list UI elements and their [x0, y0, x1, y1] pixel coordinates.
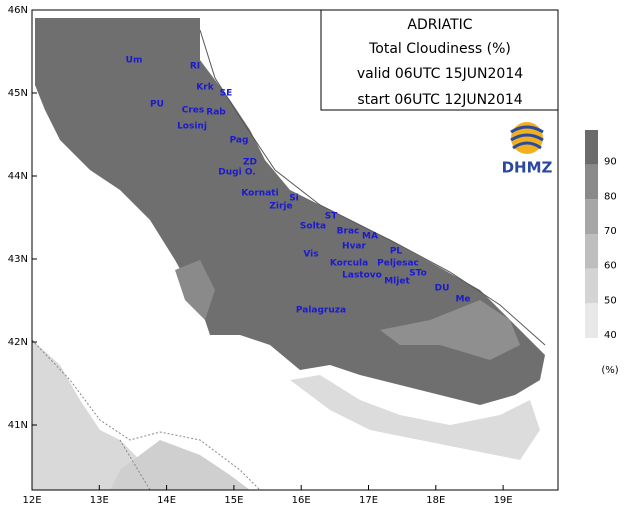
title-line: start 06UTC 12JUN2014 — [357, 92, 522, 108]
cloud-patch — [290, 375, 540, 460]
cloud-patch — [32, 340, 150, 490]
lon-label: 19E — [494, 495, 513, 506]
map-frame — [31, 9, 559, 491]
colorbar-label: 80 — [604, 191, 617, 202]
place-label: ZD — [243, 158, 257, 168]
lat-label: 44N — [8, 171, 28, 182]
logo: DHMZ — [502, 122, 553, 177]
colorbar-step — [585, 130, 598, 165]
colorbar-step — [585, 234, 598, 269]
title-line: ADRIATIC — [407, 17, 472, 33]
lon-label: 15E — [224, 495, 243, 506]
place-label: Cres — [182, 106, 205, 116]
lat-label: 41N — [8, 420, 28, 431]
lon-label: 13E — [90, 495, 109, 506]
place-label: Korcula — [330, 259, 368, 269]
place-label: Solta — [300, 222, 326, 232]
place-label: MA — [362, 232, 378, 242]
title-line: valid 06UTC 15JUN2014 — [357, 66, 523, 82]
cloud-patch — [380, 300, 520, 360]
lat-label: 43N — [8, 254, 28, 265]
lon-label: 12E — [22, 495, 41, 506]
place-label: Mljet — [384, 277, 410, 287]
lon-label: 16E — [292, 495, 311, 506]
place-label: Kornati — [241, 189, 278, 199]
colorbar-label: 70 — [604, 226, 617, 237]
cloud-patch — [175, 260, 215, 320]
place-label: PU — [150, 100, 164, 110]
place-label: DU — [435, 284, 450, 294]
lon-label: 14E — [157, 495, 176, 506]
colorbar-step — [585, 164, 598, 200]
place-label: SE — [220, 89, 233, 99]
adriatic-cloud-field — [35, 18, 545, 405]
place-label: Pag — [230, 136, 249, 146]
lon-label: 18E — [426, 495, 445, 506]
place-label: Lastovo — [342, 271, 382, 281]
place-label: PL — [390, 247, 403, 257]
colorbar-label: 60 — [604, 261, 617, 272]
place-label: Brac — [337, 227, 360, 237]
title-box — [320, 9, 559, 111]
place-label: Dugi O. — [218, 168, 255, 178]
place-label: Me — [455, 295, 470, 305]
lon-label: 17E — [359, 495, 378, 506]
colorbar-label: 90 — [604, 157, 617, 168]
lat-label: 45N — [8, 88, 28, 99]
place-label: ST — [325, 212, 338, 222]
place-label: Um — [126, 56, 143, 66]
colorbar-step — [585, 199, 598, 234]
colorbar-unit: (%) — [601, 365, 618, 376]
logo-stripes — [510, 125, 544, 150]
colorbar-label: 50 — [604, 295, 617, 306]
lat-label: 42N — [8, 337, 28, 348]
cloud-patch — [110, 440, 250, 490]
colorbar-step — [585, 268, 598, 304]
place-label: Palagruza — [296, 306, 346, 316]
place-label: Rab — [206, 108, 226, 118]
place-label: Zirje — [269, 202, 292, 212]
place-label: Losinj — [177, 122, 207, 132]
place-label: STo — [409, 269, 427, 279]
coastline — [199, 29, 546, 346]
place-label: Hvar — [342, 242, 366, 252]
lat-label: 46N — [8, 5, 28, 16]
place-label: Vis — [303, 250, 318, 260]
title-line: Total Cloudiness (%) — [368, 41, 511, 57]
place-label: Si — [289, 194, 299, 204]
colorbar-label: 40 — [604, 330, 617, 341]
colorbar-step — [585, 303, 598, 338]
coastline — [31, 339, 261, 491]
place-label: Peljesac — [377, 259, 419, 269]
logo-text: DHMZ — [502, 159, 553, 177]
place-label: RI — [190, 62, 200, 72]
place-label: Krk — [196, 83, 214, 93]
